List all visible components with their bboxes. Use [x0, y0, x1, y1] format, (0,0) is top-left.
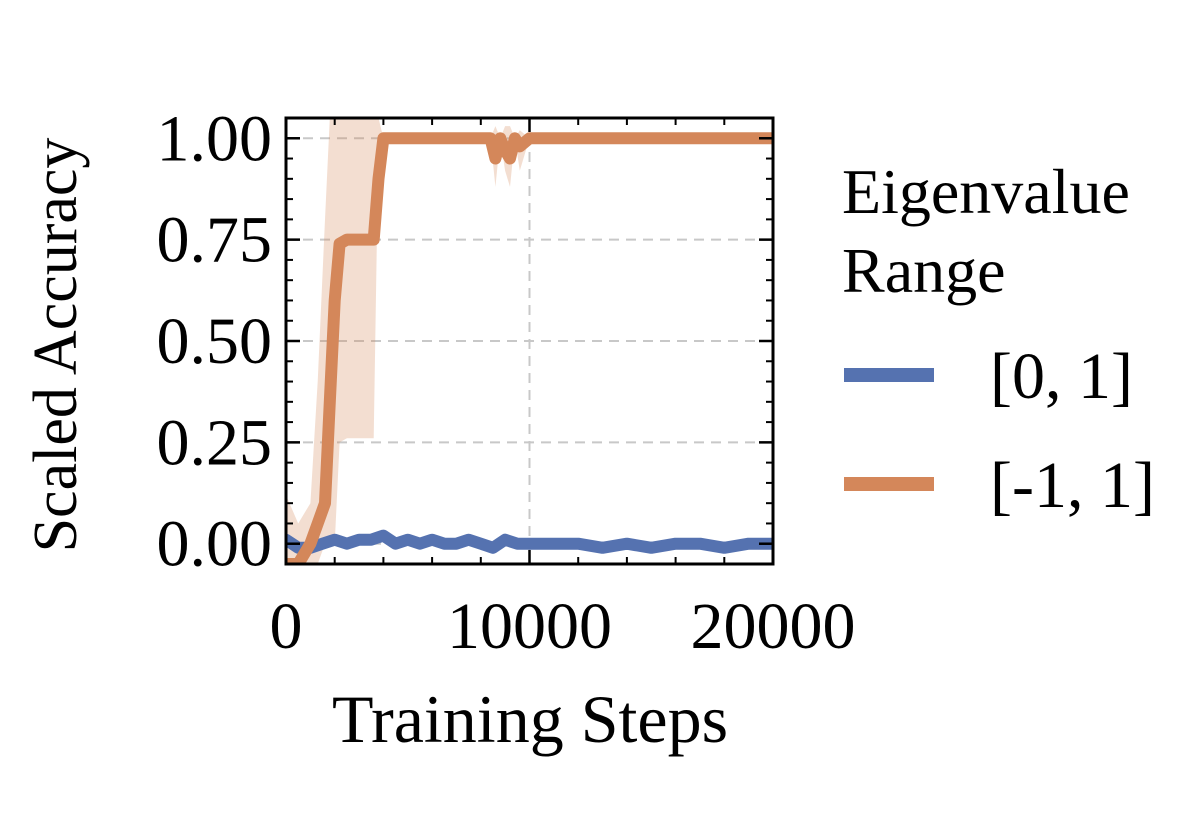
legend-title-line-2: Range	[842, 235, 1006, 306]
legend-label-series-1: [0, 1]	[990, 340, 1133, 413]
axis-ticks	[284, 117, 775, 565]
x-tick-label: 10000	[447, 590, 612, 663]
legend: Eigenvalue Range [0, 1] [-1, 1]	[842, 156, 1155, 522]
y-tick-label: 0.00	[157, 508, 273, 581]
series-line-1	[286, 529, 773, 554]
x-tick-label: 20000	[691, 590, 856, 663]
legend-title-line-1: Eigenvalue	[842, 156, 1130, 227]
y-axis-label: Scaled Accuracy	[22, 138, 90, 553]
y-tick-label: 1.00	[157, 102, 273, 175]
y-tick-label: 0.75	[157, 204, 273, 277]
legend-label-series-2: [-1, 1]	[990, 449, 1155, 522]
series-band-2	[286, 118, 773, 564]
x-axis-label: Training Steps	[332, 681, 728, 757]
y-tick-label: 0.25	[157, 406, 273, 479]
series-line-2	[286, 132, 773, 564]
y-tick-label: 0.50	[157, 305, 273, 378]
tick-labels: 0 10000 20000 0.00 0.25 0.50 0.75 1.00	[157, 102, 856, 663]
x-tick-label: 0	[270, 590, 303, 663]
plot-area	[286, 118, 773, 564]
